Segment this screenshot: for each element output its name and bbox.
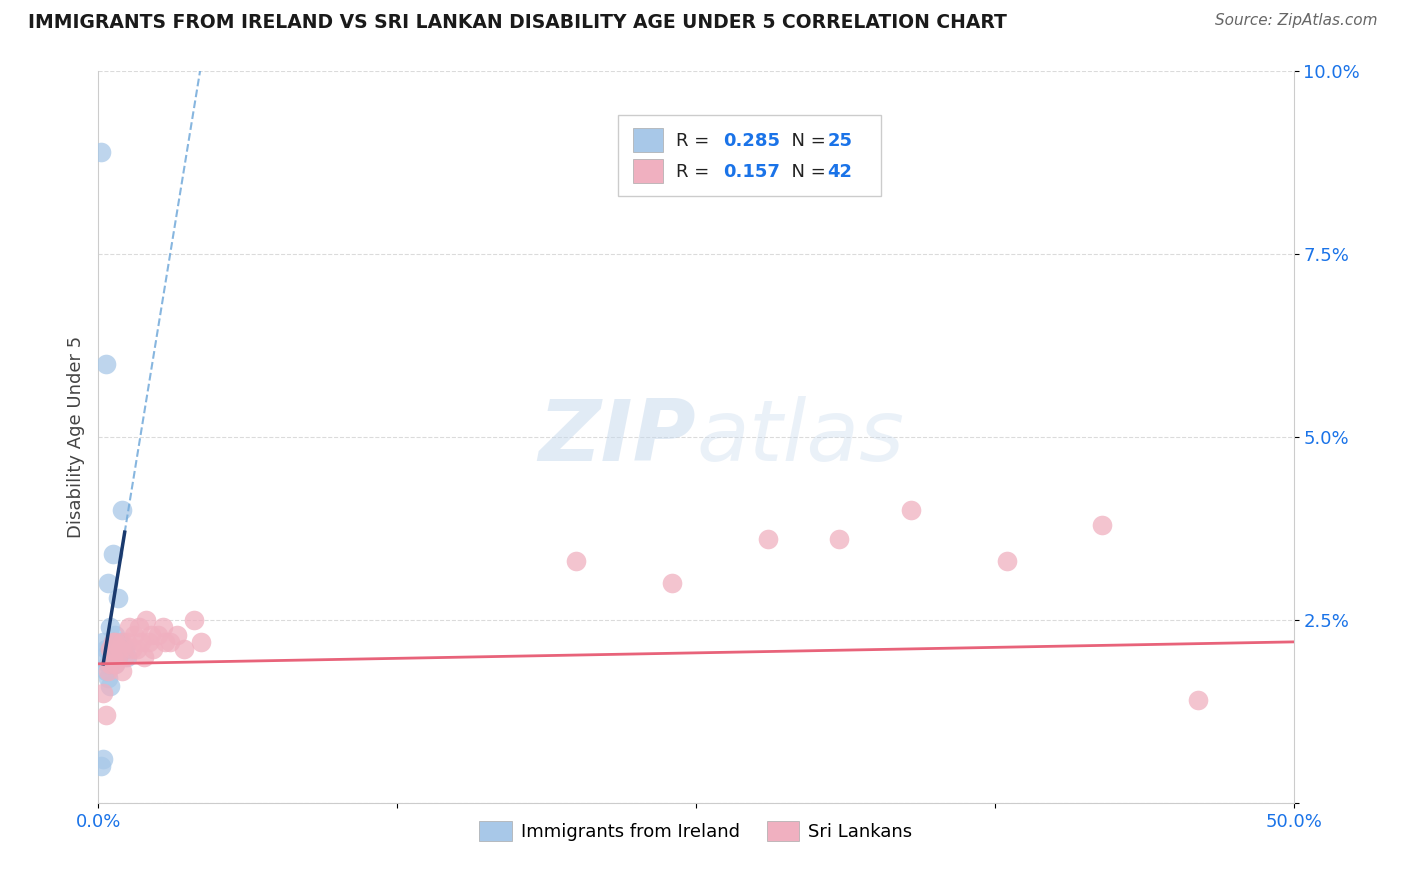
Point — [190, 635, 212, 649]
Point — [104, 627, 127, 641]
Text: 42: 42 — [827, 162, 852, 180]
Point — [91, 635, 114, 649]
Point — [101, 635, 124, 649]
Y-axis label: Disability Age Under 5: Disability Age Under 5 — [66, 336, 84, 538]
Point — [139, 627, 162, 641]
Text: R =: R = — [676, 132, 714, 150]
FancyBboxPatch shape — [619, 115, 882, 195]
Point — [108, 642, 131, 657]
Point — [173, 642, 195, 657]
Point — [131, 635, 153, 649]
Point — [115, 649, 138, 664]
Point — [565, 554, 588, 568]
Point — [183, 613, 205, 627]
Point — [104, 635, 127, 649]
Point — [124, 627, 146, 641]
Text: R =: R = — [676, 162, 714, 180]
Point — [97, 657, 120, 671]
Point — [138, 635, 160, 649]
Point — [995, 554, 1018, 568]
Point — [107, 591, 129, 605]
Point — [756, 533, 779, 547]
Point — [104, 657, 127, 671]
Point — [661, 576, 683, 591]
Point — [1187, 693, 1209, 707]
Point — [114, 642, 136, 657]
Point — [98, 657, 122, 671]
Point — [98, 620, 122, 634]
Point — [135, 613, 157, 627]
Point — [900, 503, 922, 517]
Point — [155, 635, 177, 649]
Legend: Immigrants from Ireland, Sri Lankans: Immigrants from Ireland, Sri Lankans — [472, 814, 920, 848]
Point — [94, 642, 117, 657]
Point — [101, 547, 124, 561]
Point — [114, 649, 136, 664]
Point — [98, 642, 122, 657]
Point — [94, 708, 117, 723]
Text: 0.157: 0.157 — [724, 162, 780, 180]
Point — [98, 642, 122, 657]
Point — [108, 635, 131, 649]
Point — [94, 357, 117, 371]
Point — [111, 664, 134, 678]
Point — [166, 627, 188, 641]
Point — [1091, 517, 1114, 532]
Point — [142, 642, 165, 657]
Point — [132, 649, 155, 664]
Point — [118, 620, 141, 634]
Point — [828, 533, 851, 547]
Point — [97, 672, 120, 686]
Point — [121, 642, 143, 657]
Point — [104, 657, 127, 671]
Point — [111, 635, 134, 649]
Point — [107, 649, 129, 664]
Point — [115, 635, 138, 649]
Text: 0.285: 0.285 — [724, 132, 780, 150]
Text: N =: N = — [780, 162, 831, 180]
Point — [101, 635, 124, 649]
Text: N =: N = — [780, 132, 831, 150]
Point — [148, 627, 170, 641]
Point — [128, 620, 150, 634]
Point — [91, 686, 114, 700]
Point — [101, 649, 124, 664]
Point — [107, 649, 129, 664]
Point — [159, 635, 181, 649]
Point — [90, 759, 112, 773]
Point — [90, 145, 112, 159]
Point — [94, 664, 117, 678]
Point — [111, 503, 134, 517]
Point — [91, 649, 114, 664]
FancyBboxPatch shape — [633, 159, 662, 183]
FancyBboxPatch shape — [633, 128, 662, 152]
Point — [152, 620, 174, 634]
Text: IMMIGRANTS FROM IRELAND VS SRI LANKAN DISABILITY AGE UNDER 5 CORRELATION CHART: IMMIGRANTS FROM IRELAND VS SRI LANKAN DI… — [28, 13, 1007, 32]
Point — [101, 649, 124, 664]
Point — [91, 752, 114, 766]
Point — [97, 664, 120, 678]
Text: atlas: atlas — [696, 395, 904, 479]
Text: Source: ZipAtlas.com: Source: ZipAtlas.com — [1215, 13, 1378, 29]
Text: 25: 25 — [827, 132, 852, 150]
Text: ZIP: ZIP — [538, 395, 696, 479]
Point — [97, 576, 120, 591]
Point — [98, 679, 122, 693]
Point — [125, 642, 148, 657]
